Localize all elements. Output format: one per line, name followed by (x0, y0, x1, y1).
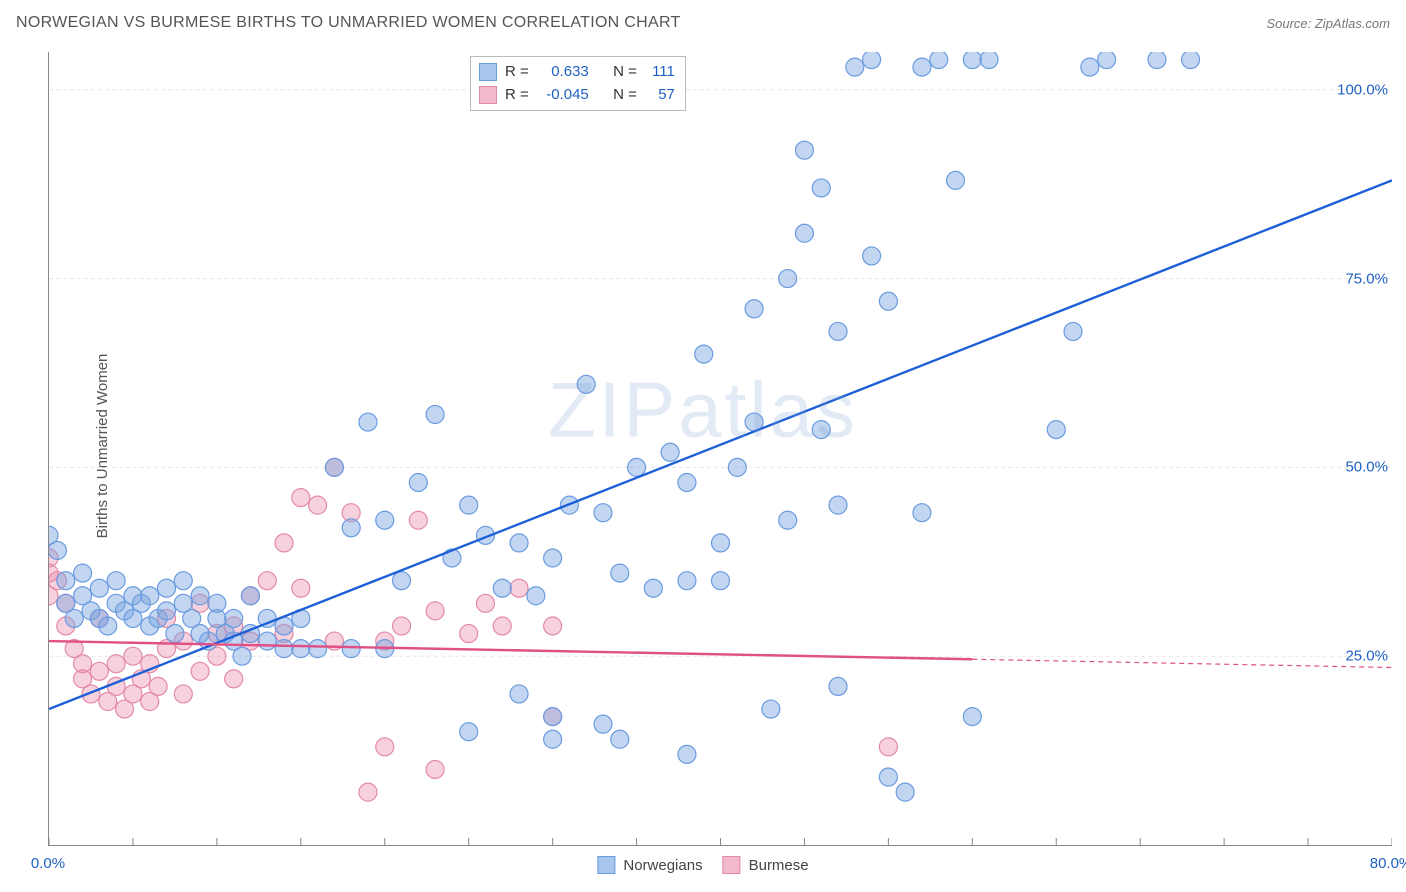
legend: Norwegians Burmese (597, 856, 808, 874)
legend-item-norwegians: Norwegians (597, 856, 702, 874)
swatch-norwegians (479, 63, 497, 81)
x-tick-label: 0.0% (31, 855, 65, 872)
y-tick-label: 50.0% (1345, 459, 1388, 476)
legend-label-norwegians: Norwegians (623, 857, 702, 874)
legend-item-burmese: Burmese (723, 856, 809, 874)
legend-swatch-burmese (723, 856, 741, 874)
chart-canvas (49, 52, 1392, 845)
swatch-burmese (479, 86, 497, 104)
stats-row-burmese: R = -0.045 N = 57 (479, 84, 675, 107)
n-value-norwegians: 111 (645, 61, 675, 84)
r-value-burmese: -0.045 (537, 84, 589, 107)
stats-row-norwegians: R = 0.633 N = 111 (479, 61, 675, 84)
y-tick-label: 100.0% (1337, 81, 1388, 98)
chart-title: NORWEGIAN VS BURMESE BIRTHS TO UNMARRIED… (16, 14, 681, 32)
y-tick-label: 75.0% (1345, 270, 1388, 287)
r-value-norwegians: 0.633 (537, 61, 589, 84)
source-credit: Source: ZipAtlas.com (1266, 16, 1390, 31)
correlation-stats-box: R = 0.633 N = 111 R = -0.045 N = 57 (470, 56, 686, 111)
scatter-chart (48, 52, 1392, 846)
legend-swatch-norwegians (597, 856, 615, 874)
n-value-burmese: 57 (645, 84, 675, 107)
legend-label-burmese: Burmese (749, 857, 809, 874)
x-tick-label: 80.0% (1370, 855, 1406, 872)
y-tick-label: 25.0% (1345, 648, 1388, 665)
